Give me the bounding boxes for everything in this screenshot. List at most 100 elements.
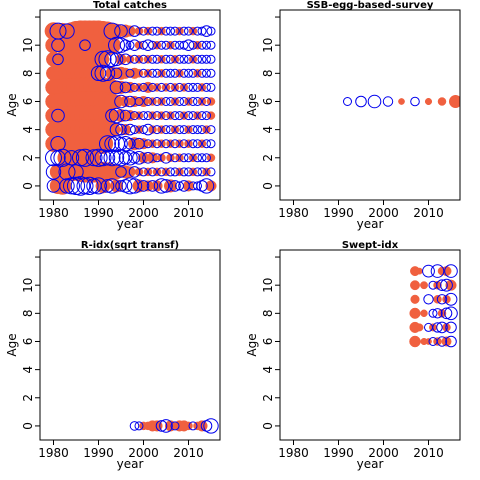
- residual-positive-point: [175, 54, 184, 64]
- x-tick-label: 2010: [413, 446, 444, 460]
- residual-negative-point: [163, 179, 178, 193]
- residual-positive-point: [89, 148, 108, 167]
- x-tick-label: 1990: [323, 446, 354, 460]
- y-tick-label: 0: [21, 182, 35, 190]
- y-axis-label: Age: [5, 93, 19, 116]
- residual-positive-point: [184, 26, 193, 36]
- residual-positive-point: [109, 80, 124, 95]
- residual-positive-point: [179, 68, 189, 78]
- residual-positive-point: [114, 24, 128, 38]
- y-tick-label: 2: [21, 154, 35, 162]
- residual-positive-point: [188, 421, 198, 431]
- residual-positive-point: [139, 167, 148, 177]
- residual-positive-point: [125, 40, 135, 50]
- residual-positive-point: [161, 40, 171, 50]
- bubbles: [44, 20, 217, 196]
- residual-negative-point: [424, 97, 433, 106]
- residual-negative-point: [416, 267, 423, 275]
- residual-positive-point: [134, 421, 144, 431]
- residual-positive-point: [75, 148, 95, 167]
- residual-negative-point: [420, 281, 428, 290]
- residual-positive-point: [130, 111, 139, 121]
- residual-positive-point: [45, 149, 62, 167]
- residual-positive-point: [203, 418, 219, 434]
- residual-positive-point: [445, 321, 457, 334]
- residual-positive-point: [166, 26, 175, 36]
- panel-title: Swept-idx: [342, 240, 399, 251]
- y-tick-label: 10: [21, 38, 35, 53]
- residual-positive-point: [132, 151, 146, 165]
- residual-positive-point: [159, 179, 173, 193]
- residual-positive-point: [157, 82, 166, 92]
- residual-positive-point: [161, 26, 171, 36]
- residual-positive-point: [184, 68, 193, 78]
- residual-positive-point: [428, 308, 438, 318]
- residual-positive-point: [170, 421, 180, 431]
- residual-positive-point: [367, 94, 382, 109]
- residual-positive-point: [114, 94, 128, 109]
- residual-positive-point: [444, 292, 458, 306]
- residual-positive-point: [157, 167, 166, 177]
- residual-positive-point: [206, 40, 216, 50]
- residual-positive-point: [159, 419, 173, 433]
- residual-positive-point: [53, 148, 72, 167]
- residual-positive-point: [118, 151, 133, 165]
- residual-positive-point: [179, 125, 189, 135]
- x-tick-label: 2010: [173, 206, 204, 220]
- x-tick-label: 1980: [278, 206, 309, 220]
- residual-positive-point: [206, 54, 216, 64]
- y-tick-label: 10: [21, 278, 35, 293]
- y-tick-label: 10: [261, 278, 275, 293]
- residual-positive-point: [188, 82, 198, 92]
- residual-positive-point: [355, 95, 367, 108]
- residual-negative-point: [151, 420, 163, 432]
- residual-positive-point: [161, 97, 171, 106]
- y-axis-label: Age: [245, 333, 259, 356]
- panel-4: 1980 1990 2000 2010 0 2 4 6 8 10 year Age Swept-idx: [245, 240, 461, 471]
- residual-positive-point: [109, 52, 124, 67]
- residual-positive-point: [179, 139, 189, 149]
- residual-positive-point: [175, 97, 184, 106]
- residual-positive-point: [155, 420, 168, 432]
- residual-positive-point: [175, 181, 184, 191]
- residual-positive-point: [440, 278, 453, 292]
- residual-positive-point: [184, 54, 193, 64]
- y-tick-label: 6: [21, 338, 35, 346]
- panel-2: 1980 1990 2000 2010 0 2 4 6 8 10 year Age SSB-egg-ba…: [245, 0, 461, 231]
- residual-positive-point: [184, 153, 193, 163]
- residual-positive-point: [170, 139, 180, 149]
- residual-positive-point: [152, 139, 162, 149]
- residual-positive-point: [100, 179, 115, 193]
- residual-positive-point: [166, 125, 175, 135]
- y-tick-label: 2: [261, 154, 275, 162]
- residual-positive-point: [170, 167, 180, 177]
- residual-positive-point: [184, 111, 193, 121]
- residual-positive-point: [161, 111, 171, 121]
- residual-positive-point: [148, 54, 157, 64]
- residual-positive-point: [343, 97, 352, 106]
- residual-positive-point: [122, 150, 138, 166]
- residual-positive-point: [197, 153, 207, 163]
- residual-positive-point: [432, 322, 443, 333]
- residual-positive-point: [170, 68, 180, 78]
- residual-positive-point: [139, 54, 148, 64]
- residual-positive-point: [193, 139, 202, 149]
- panel-3: 1980 1990 2000 2010 0 2 4 6 8 10 year Age R-idx(sqrt…: [5, 240, 221, 471]
- residual-positive-point: [113, 37, 129, 53]
- residual-positive-point: [444, 264, 458, 278]
- residual-positive-point: [139, 40, 148, 50]
- residual-positive-point: [197, 167, 207, 177]
- residual-negative-point: [398, 98, 405, 105]
- residual-positive-point: [436, 294, 448, 305]
- residual-positive-point: [130, 82, 139, 92]
- residual-positive-point: [206, 68, 216, 78]
- residual-negative-point: [415, 323, 424, 332]
- residual-positive-point: [175, 125, 184, 135]
- y-tick-label: 4: [21, 366, 35, 374]
- residual-positive-point: [45, 164, 62, 180]
- bubbles: [409, 264, 458, 348]
- residual-positive-point: [125, 68, 135, 78]
- y-tick-label: 8: [261, 70, 275, 78]
- residual-positive-point: [182, 39, 195, 52]
- y-axis-label: Age: [5, 333, 19, 356]
